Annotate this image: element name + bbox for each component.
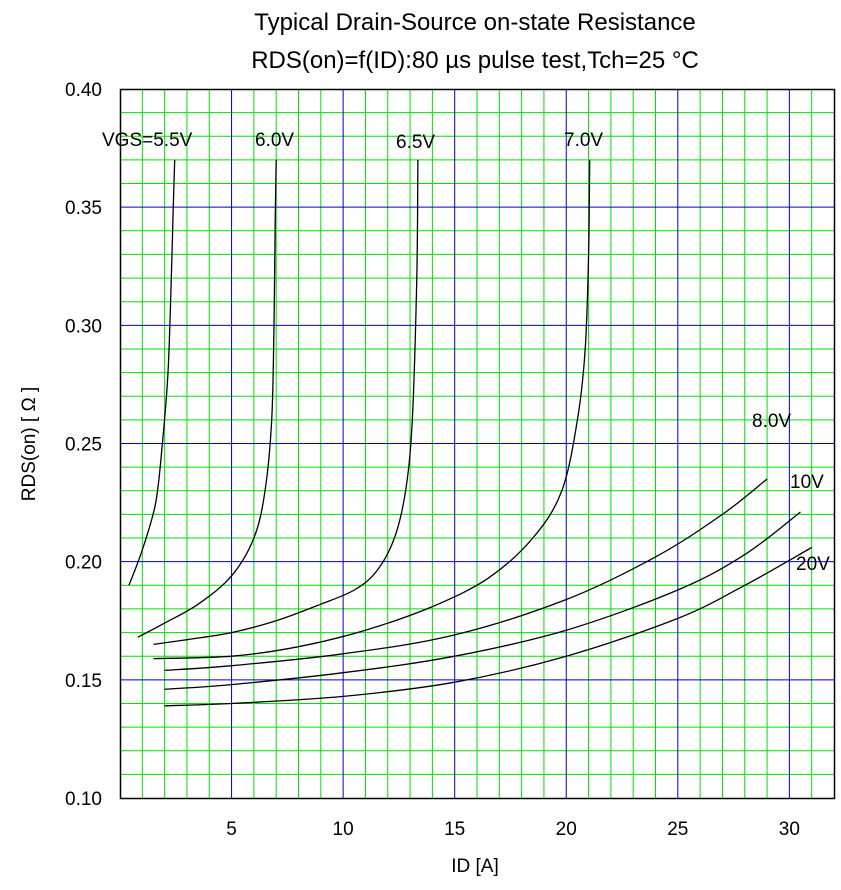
series-line-1 [137,159,277,638]
chart-subtitle: RDS(on)=f(ID):80 µs pulse test,Tch=25 °C [251,47,699,74]
series-line-3 [153,159,591,660]
series-line-5 [164,511,801,690]
major-grid [120,89,834,798]
series-label-10v: 10V [790,472,824,493]
x-tick-labels: 5 10 15 20 25 30 [226,819,800,840]
x-tick-label: 20 [556,819,577,840]
plot-frame [119,88,836,800]
series-line-2 [153,159,419,646]
y-axis-label: RDS(on) [ Ω ] [19,387,40,502]
y-tick-label: 0.35 [65,198,102,219]
y-tick-labels: 0.10 0.15 0.20 0.25 0.30 0.35 0.40 [65,80,102,810]
x-tick-label: 30 [779,819,800,840]
chart-title: Typical Drain-Source on-state Resistance [254,9,696,36]
y-tick-label: 0.40 [65,80,102,101]
series-label-20v: 20V [796,554,830,575]
x-axis-label: ID [A] [451,856,499,877]
series-line-6 [164,546,813,707]
series-label-8-0v: 8.0V [752,411,791,432]
x-tick-label: 25 [667,819,688,840]
series-layer [128,159,813,707]
x-tick-label: 15 [444,819,465,840]
series-label-vgs-5-5v: VGS=5.5V [102,130,193,151]
y-tick-label: 0.10 [65,789,102,810]
x-tick-label: 10 [333,819,354,840]
series-line-4 [164,478,768,672]
series-label-7-0v: 7.0V [564,130,603,151]
y-tick-label: 0.20 [65,553,102,574]
series-label-6-0v: 6.0V [255,130,294,151]
series-label-6-5v: 6.5V [396,132,435,153]
series-line-0 [128,159,176,586]
curve-labels: VGS=5.5V 6.0V 6.5V 7.0V 8.0V 10V 20V [102,130,830,575]
x-tick-label: 5 [226,819,237,840]
y-tick-label: 0.15 [65,671,102,692]
y-tick-label: 0.25 [65,435,102,456]
y-tick-label: 0.30 [65,316,102,337]
